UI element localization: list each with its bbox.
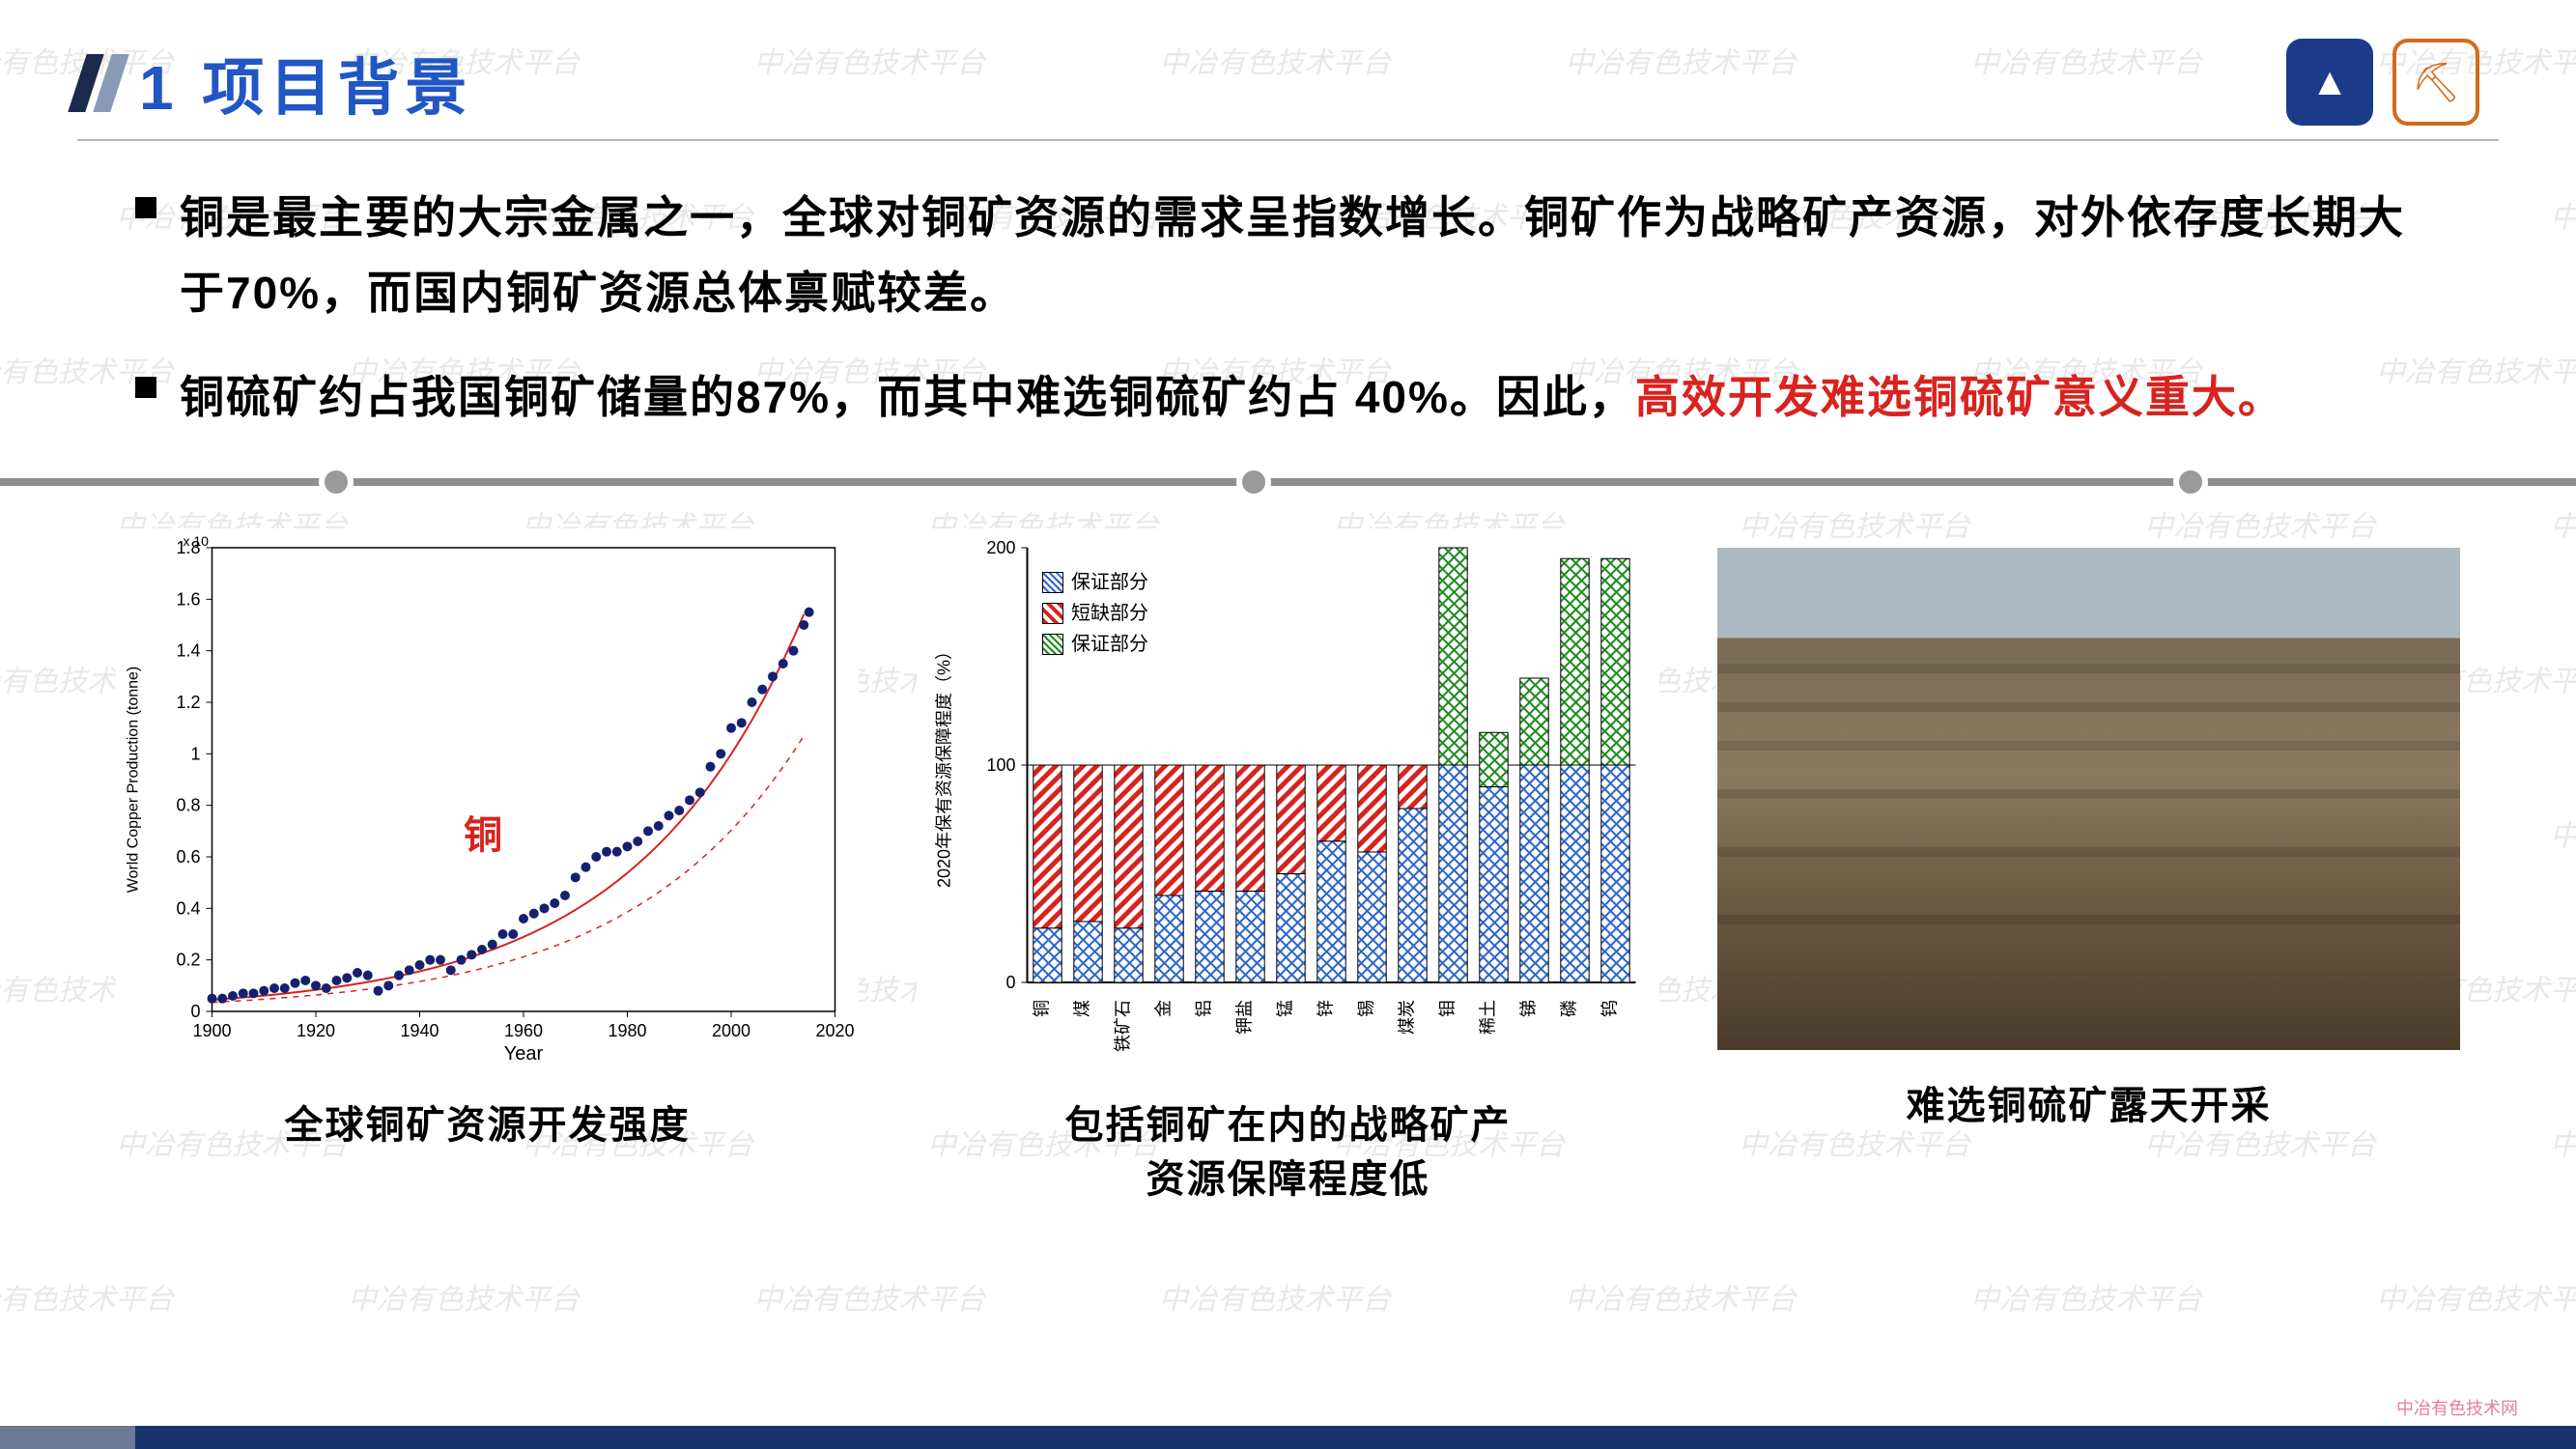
svg-text:0: 0: [1005, 973, 1015, 992]
figure-2-caption: 包括铜矿在内的战略矿产资源保障程度低: [1065, 1098, 1512, 1207]
section-divider: [0, 465, 2576, 499]
svg-text:1900: 1900: [192, 1021, 231, 1040]
svg-text:锑: 锑: [1519, 1000, 1539, 1017]
svg-text:铁矿石: 铁矿石: [1114, 1000, 1133, 1052]
svg-text:0: 0: [190, 1002, 200, 1021]
svg-text:200: 200: [986, 538, 1015, 557]
footer-bar: [0, 1426, 2576, 1449]
svg-text:煤炭: 煤炭: [1398, 1000, 1417, 1035]
svg-text:钨: 钨: [1600, 1000, 1620, 1017]
figures-row: 1900192019401960198020002020Year00.20.40…: [0, 499, 2576, 1207]
svg-text:0.2: 0.2: [176, 950, 200, 969]
svg-text:0.8: 0.8: [176, 795, 200, 814]
svg-text:钼: 钼: [1438, 1000, 1458, 1017]
svg-text:1: 1: [190, 744, 200, 763]
figure-2: 0 100 200 2020年保有资源保障程度（%） 铜 煤 铁矿石 金 铝 钾盐 锰 锌 锡 煤炭 钼 稀土…: [917, 528, 1659, 1207]
svg-text:煤: 煤: [1073, 1000, 1092, 1017]
svg-text:x 10: x 10: [184, 533, 210, 549]
figure-3-caption: 难选铜硫矿露天开采: [1907, 1079, 2272, 1133]
svg-text:1960: 1960: [504, 1021, 543, 1040]
svg-text:钾盐: 钾盐: [1235, 1000, 1255, 1035]
svg-text:1.4: 1.4: [176, 640, 200, 660]
svg-text:1.6: 1.6: [176, 589, 200, 609]
svg-text:锰: 锰: [1276, 1000, 1295, 1017]
svg-text:铝: 铝: [1195, 1000, 1214, 1017]
svg-text:1940: 1940: [400, 1021, 439, 1040]
svg-text:锌: 锌: [1316, 1000, 1336, 1017]
body-text: 铜是最主要的大宗金属之一，全球对铜矿资源的需求呈指数增长。铜矿作为战略矿产资源，…: [0, 141, 2576, 436]
svg-text:1920: 1920: [297, 1021, 335, 1040]
copper-production-chart: 1900 1920 1940 1960 1980 2000 2020 Year 0 0.2 0.4 0…: [116, 528, 859, 1069]
title-accent-bars: [77, 54, 120, 112]
svg-text:稀土: 稀土: [1479, 1000, 1498, 1035]
chart2-legend: 保证部分短缺部分保证部分: [1042, 567, 1148, 660]
logo-icon-1: ▲: [2286, 39, 2373, 126]
svg-text:World Copper Production (tonne: World Copper Production (tonne): [126, 666, 142, 893]
slide-header: 1 项目背景 ▲ ⛏: [0, 0, 2576, 141]
footer-logo-text: 中冶有色技术网: [2396, 1395, 2518, 1420]
svg-text:2000: 2000: [712, 1021, 750, 1040]
svg-text:100: 100: [986, 755, 1015, 775]
svg-text:2020年保有资源保障程度（%）: 2020年保有资源保障程度（%）: [935, 642, 954, 888]
svg-text:0.6: 0.6: [176, 847, 200, 867]
figure-1-caption: 全球铜矿资源开发强度: [285, 1098, 691, 1152]
svg-text:锡: 锡: [1357, 1000, 1376, 1017]
header-logos: ▲ ⛏: [2286, 39, 2479, 126]
figure-1: 1900 1920 1940 1960 1980 2000 2020 Year 0 0.2 0.4 0…: [116, 528, 859, 1207]
bullet-item: 铜硫矿约占我国铜矿储量的87%，而其中难选铜硫矿约占 40%。因此，高效开发难选…: [135, 359, 2441, 435]
page-title: 1 项目背景: [139, 39, 472, 128]
logo-icon-2: ⛏: [2392, 39, 2479, 126]
svg-text:0.4: 0.4: [176, 898, 200, 918]
svg-text:铜: 铜: [1033, 1000, 1052, 1017]
svg-text:2020: 2020: [815, 1021, 854, 1040]
svg-text:Year: Year: [504, 1043, 544, 1065]
figure-3: 难选铜硫矿露天开采: [1717, 528, 2460, 1207]
mine-photo: [1717, 548, 2460, 1050]
resource-guarantee-chart: 0 100 200 2020年保有资源保障程度（%） 铜 煤 铁矿石 金 铝 钾盐 锰 锌 锡 煤炭 钼 稀土…: [917, 528, 1659, 1069]
svg-text:1980: 1980: [608, 1021, 646, 1040]
svg-text:1.2: 1.2: [176, 693, 200, 712]
svg-text:磷: 磷: [1560, 1000, 1579, 1017]
svg-text:金: 金: [1154, 1000, 1174, 1017]
bullet-item: 铜是最主要的大宗金属之一，全球对铜矿资源的需求呈指数增长。铜矿作为战略矿产资源，…: [135, 180, 2441, 330]
chart1-annotation: 铜: [464, 804, 502, 860]
